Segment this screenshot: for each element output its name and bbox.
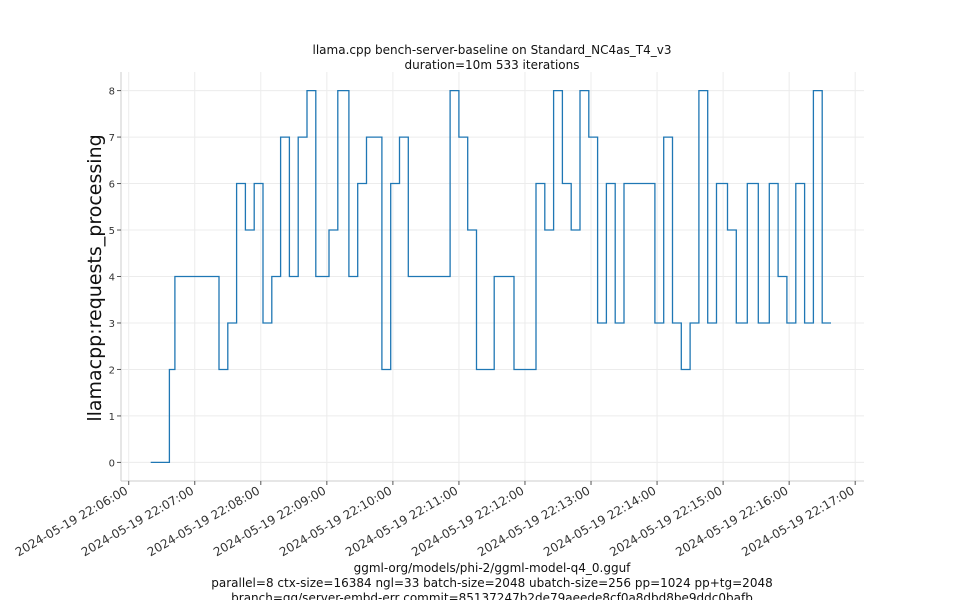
- y-tick-label: 7: [109, 133, 115, 144]
- y-tick-label: 2: [109, 365, 115, 376]
- y-tick-label: 5: [109, 226, 115, 237]
- y-tick-label: 6: [109, 180, 115, 191]
- footer-model-line: ggml-org/models/phi-2/ggml-model-q4_0.gg…: [354, 561, 632, 575]
- y-axis-label: llamacpp:requests_processing: [84, 134, 106, 421]
- footer-params-line: parallel=8 ctx-size=16384 ngl=33 batch-s…: [211, 576, 772, 590]
- y-tick-label: 3: [109, 319, 115, 330]
- y-tick-label: 1: [109, 412, 115, 423]
- y-tick-label: 4: [109, 273, 115, 284]
- y-tick-label: 0: [109, 458, 115, 469]
- chart-subtitle: duration=10m 533 iterations: [405, 58, 580, 72]
- y-tick-label: 8: [109, 87, 115, 98]
- y-axis-ticks: 0 1 2 3 4 5 6 7 8: [109, 87, 121, 469]
- series-layer: [150, 89, 831, 464]
- chart-title: llama.cpp bench-server-baseline on Stand…: [313, 43, 672, 57]
- series-line: [150, 89, 831, 464]
- footer-branch-line: branch=gg/server-embd-err commit=8513724…: [231, 591, 753, 600]
